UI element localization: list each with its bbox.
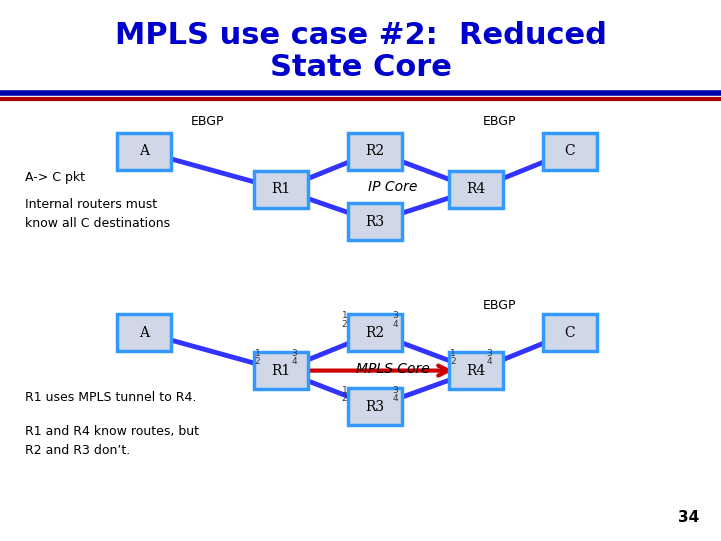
Text: EBGP: EBGP bbox=[191, 115, 224, 128]
Text: Internal routers must
know all C destinations: Internal routers must know all C destina… bbox=[25, 197, 170, 230]
Text: 3: 3 bbox=[291, 349, 297, 358]
FancyBboxPatch shape bbox=[348, 388, 402, 425]
FancyBboxPatch shape bbox=[348, 203, 402, 240]
Text: R1 and R4 know routes, but
R2 and R3 don’t.: R1 and R4 know routes, but R2 and R3 don… bbox=[25, 425, 199, 457]
Text: 2: 2 bbox=[255, 358, 260, 366]
Text: R1: R1 bbox=[272, 182, 291, 196]
Text: MPLS Core: MPLS Core bbox=[356, 362, 430, 376]
Text: IP Core: IP Core bbox=[368, 180, 417, 194]
Text: 1: 1 bbox=[342, 386, 348, 395]
Text: 3: 3 bbox=[392, 386, 398, 395]
Text: A: A bbox=[139, 326, 149, 340]
FancyBboxPatch shape bbox=[448, 352, 503, 389]
Text: 4: 4 bbox=[487, 358, 492, 366]
Text: 1: 1 bbox=[450, 349, 456, 358]
FancyBboxPatch shape bbox=[255, 171, 309, 208]
FancyBboxPatch shape bbox=[448, 171, 503, 208]
FancyBboxPatch shape bbox=[348, 314, 402, 351]
FancyBboxPatch shape bbox=[255, 352, 309, 389]
Text: 34: 34 bbox=[678, 510, 699, 525]
Text: 4: 4 bbox=[392, 394, 398, 403]
FancyBboxPatch shape bbox=[348, 133, 402, 170]
Text: 1: 1 bbox=[255, 349, 260, 358]
Text: 2: 2 bbox=[450, 358, 456, 366]
Text: 4: 4 bbox=[392, 320, 398, 328]
Text: R1 uses MPLS tunnel to R4.: R1 uses MPLS tunnel to R4. bbox=[25, 391, 197, 404]
Text: 2: 2 bbox=[342, 394, 348, 403]
Text: R2: R2 bbox=[366, 326, 384, 340]
Text: 1: 1 bbox=[342, 312, 348, 320]
Text: C: C bbox=[565, 326, 575, 340]
Text: State Core: State Core bbox=[270, 53, 451, 82]
FancyBboxPatch shape bbox=[543, 314, 597, 351]
Text: R3: R3 bbox=[366, 400, 384, 414]
Text: 2: 2 bbox=[342, 320, 348, 328]
Text: C: C bbox=[565, 144, 575, 159]
Text: EBGP: EBGP bbox=[483, 299, 516, 312]
Text: R4: R4 bbox=[466, 182, 485, 196]
FancyBboxPatch shape bbox=[117, 133, 172, 170]
FancyBboxPatch shape bbox=[543, 133, 597, 170]
Text: MPLS use case #2:  Reduced: MPLS use case #2: Reduced bbox=[115, 21, 606, 50]
Text: R3: R3 bbox=[366, 215, 384, 229]
Text: 3: 3 bbox=[392, 312, 398, 320]
Text: 4: 4 bbox=[291, 358, 297, 366]
Text: R4: R4 bbox=[466, 364, 485, 378]
Text: A-> C pkt: A-> C pkt bbox=[25, 171, 85, 184]
Text: EBGP: EBGP bbox=[483, 115, 516, 128]
Text: 3: 3 bbox=[487, 349, 492, 358]
Text: R2: R2 bbox=[366, 144, 384, 159]
Text: R1: R1 bbox=[272, 364, 291, 378]
FancyBboxPatch shape bbox=[117, 314, 172, 351]
Text: A: A bbox=[139, 144, 149, 159]
